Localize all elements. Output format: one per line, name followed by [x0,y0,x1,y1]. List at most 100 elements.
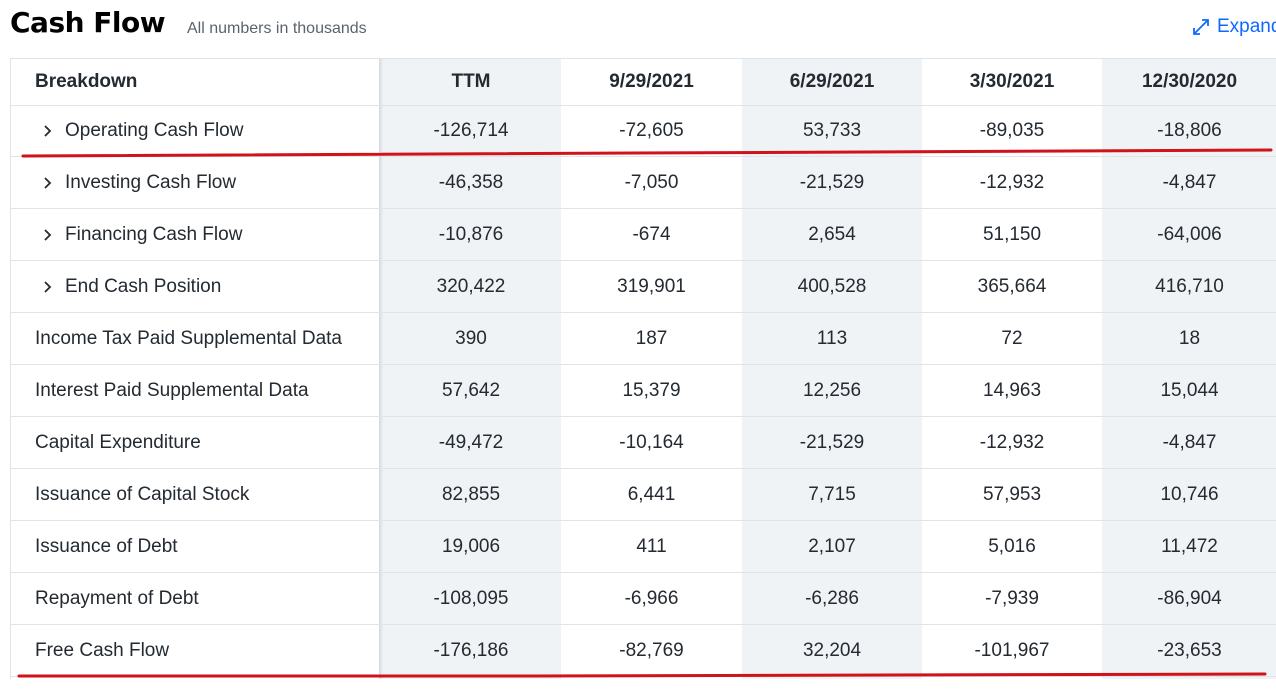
table-row: Issuance of Capital Stock 82,855 6,441 7,71… [11,469,1276,521]
row-label-text: Investing Cash Flow [65,171,237,193]
chevron-right-icon[interactable] [41,176,55,190]
value-cell: -4,847 [1162,171,1217,193]
chevron-right-icon[interactable] [41,124,55,138]
value-cell: 82,855 [441,483,501,505]
column-header: 9/29/2021 [609,71,694,92]
row-label: Repayment of Debt [11,573,379,624]
value-cell: 15,379 [622,379,681,401]
row-label-text: Issuance of Debt [35,535,178,557]
value-cell: 416,710 [1155,275,1224,297]
value-cell: 14,963 [982,379,1042,401]
column-shade-6-29 [742,59,922,679]
row-label: Income Tax Paid Supplemental Data [11,313,379,364]
value-cell: -64,006 [1157,223,1222,245]
table-row[interactable]: Operating Cash Flow -126,714 -72,605 53,733… [11,105,1276,157]
table-row[interactable]: Investing Cash Flow -46,358 -7,050 -21,529 -… [11,157,1276,209]
value-cell: -7,050 [624,171,679,193]
value-cell: -101,967 [974,639,1050,661]
row-label: Interest Paid Supplemental Data [11,365,379,416]
value-cell: -7,939 [985,587,1039,609]
value-cell: -23,653 [1157,639,1222,661]
value-cell: 12,256 [802,379,862,401]
row-label: Capital Expenditure [11,417,379,468]
row-label-text: Capital Expenditure [35,431,201,453]
value-cell: -108,095 [433,587,509,609]
table-row: Income Tax Paid Supplemental Data 390 187 1… [11,313,1276,365]
table-row: Free Cash Flow -176,186 -82,769 32,204 -101,… [11,625,1276,677]
value-cell: -46,358 [438,171,504,193]
row-label-text: Operating Cash Flow [65,119,244,141]
value-cell: -21,529 [799,431,865,453]
value-cell: 72 [1001,327,1023,349]
row-label[interactable]: Financing Cash Flow [11,209,379,260]
table-row: Repayment of Debt -108,095 -6,966 -6,286 -7,… [11,573,1276,625]
value-cell: 10,746 [1160,483,1219,505]
value-cell: 5,016 [988,535,1036,557]
value-cell: -6,966 [624,587,679,609]
value-cell: 187 [635,327,668,349]
chevron-right-icon[interactable] [41,228,55,242]
cash-flow-table: Breakdown TTM 9/29/2021 6/29/2021 3/30/2… [10,58,1276,679]
value-cell: 411 [636,535,667,557]
value-cell: 32,204 [802,639,862,661]
value-cell: 320,422 [436,275,506,297]
row-label: Issuance of Capital Stock [11,469,379,520]
column-header: 12/30/2020 [1141,71,1238,92]
table-row: Issuance of Debt 19,006 411 2,107 5,016 11,47… [11,521,1276,573]
row-label: Free Cash Flow [11,625,379,676]
table-header-row: Breakdown TTM 9/29/2021 6/29/2021 3/30/2… [11,59,1276,106]
value-cell: 2,107 [808,535,856,557]
value-cell: 57,953 [982,483,1042,505]
column-header: 3/30/2021 [969,71,1055,92]
chevron-right-icon[interactable] [41,280,55,294]
sticky-column-separator [379,59,383,679]
column-header: TTM [451,71,491,92]
value-cell: 6,441 [627,483,676,505]
value-cell: 400,528 [797,275,867,297]
table-row: Capital Expenditure -49,472 -10,164 -21,529… [11,417,1276,469]
value-cell: 2,654 [808,223,856,245]
value-cell: -12,932 [979,431,1045,453]
table-row[interactable]: Financing Cash Flow -10,876 -674 2,654 51,15… [11,209,1276,261]
column-shade-ttm [379,59,561,679]
column-shade-12-30 [1102,59,1276,679]
expand-button[interactable]: Expand [1191,16,1276,38]
value-cell: -89,035 [979,119,1045,141]
value-cell: 365,664 [977,275,1047,297]
value-cell: 53,733 [802,119,862,141]
value-cell: -72,605 [619,119,684,141]
value-cell: 15,044 [1160,379,1219,401]
row-label-text: Financing Cash Flow [65,223,243,245]
value-cell: -674 [632,223,671,245]
row-label[interactable]: Operating Cash Flow [11,105,379,156]
value-cell: 390 [455,327,487,349]
units-note: All numbers in thousands [187,20,367,37]
value-cell: -49,472 [438,431,504,453]
row-label: Issuance of Debt [11,521,379,572]
value-cell: -12,932 [979,171,1045,193]
value-cell: 19,006 [441,535,501,557]
row-label-text: Income Tax Paid Supplemental Data [35,327,342,349]
section-header: Cash Flow All numbers in thousands Expan… [10,0,1276,58]
row-label-text: Repayment of Debt [35,587,199,609]
value-cell: -126,714 [433,119,509,141]
value-cell: -6,286 [805,587,859,609]
value-cell: -10,876 [438,223,504,245]
row-label[interactable]: End Cash Position [11,261,379,312]
value-cell: 7,715 [808,483,856,505]
expand-label: Expand [1217,16,1276,37]
breakdown-header: Breakdown [35,71,138,92]
value-cell: -18,806 [1157,119,1222,141]
value-cell: -82,769 [619,639,684,661]
row-label[interactable]: Investing Cash Flow [11,157,379,208]
value-cell: 18 [1178,327,1201,349]
value-cell: -86,904 [1157,587,1222,609]
expand-arrows-icon [1191,17,1211,37]
value-cell: 11,472 [1161,535,1218,557]
value-cell: 113 [816,327,848,349]
table-row[interactable]: End Cash Position 320,422 319,901 400,528 36… [11,261,1276,313]
value-cell: -21,529 [799,171,865,193]
value-cell: -10,164 [619,431,684,453]
row-label-text: Interest Paid Supplemental Data [35,379,309,401]
